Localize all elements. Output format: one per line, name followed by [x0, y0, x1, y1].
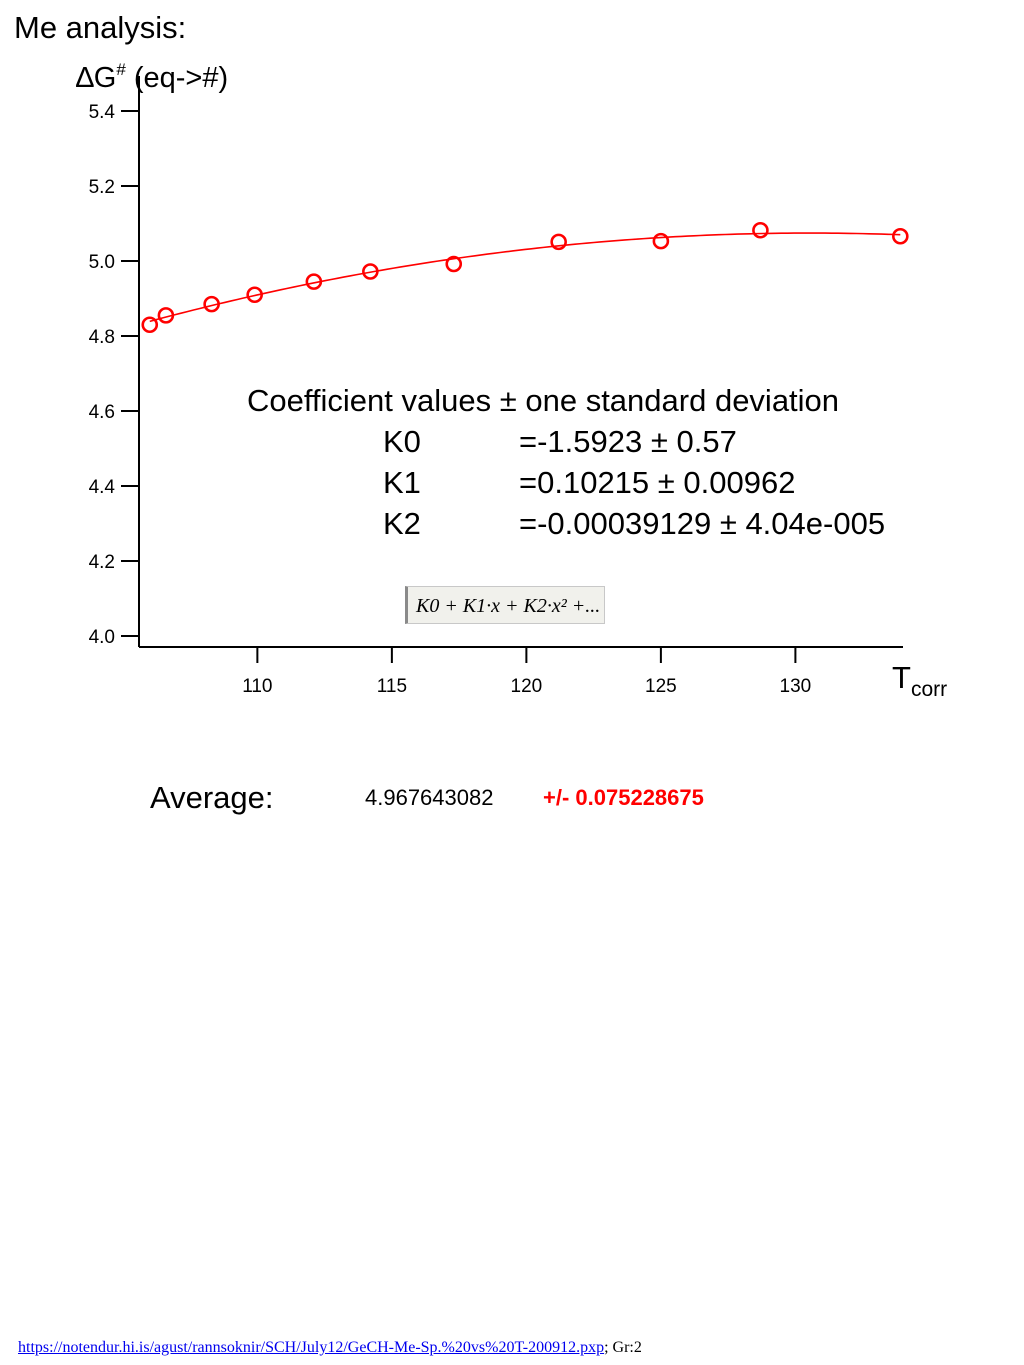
y-tick-label: 4.2 [89, 552, 115, 573]
y-tick-label: 4.8 [89, 327, 115, 348]
x-tick-label: 130 [780, 676, 812, 697]
x-axis-label: Tcorr [892, 660, 947, 708]
footer: https://notendur.hi.is/agust/rannsoknir/… [18, 1338, 642, 1358]
y-tick-label: 5.2 [89, 177, 115, 198]
x-tick-label: 115 [377, 676, 407, 697]
y-ticks: 4.0 4.2 4.4 4.6 4.8 5.0 5.2 5.4 [89, 102, 139, 648]
coef-k2-value: =-0.00039129 ± 4.04e-005 [519, 506, 886, 541]
y-axis-label-main: ∆G [76, 62, 117, 94]
y-axis-label: ∆G# (eq->#) [76, 52, 228, 96]
page-title: Me analysis: [14, 10, 187, 45]
average-error: +/- 0.075228675 [543, 785, 704, 810]
coef-k0-name: K0 [383, 424, 421, 459]
data-point [445, 255, 463, 273]
data-point [246, 286, 263, 304]
fit-curve [149, 232, 901, 323]
x-axis-label-main: T [892, 660, 911, 695]
footer-suffix: ; Gr:2 [604, 1339, 642, 1356]
coef-k2-name: K2 [383, 506, 421, 541]
average-label: Average: [150, 780, 274, 815]
y-axis-label-rest: (eq->#) [125, 62, 229, 94]
y-tick-label: 4.0 [89, 627, 115, 648]
y-tick-label: 4.6 [89, 402, 115, 423]
data-point [362, 263, 379, 280]
x-tick-label: 125 [645, 676, 677, 697]
coef-k1-name: K1 [383, 465, 421, 500]
y-axis-label-sup: # [116, 60, 126, 79]
data-point [305, 273, 323, 290]
x-axis-label-sub: corr [910, 678, 948, 701]
y-tick-label: 4.4 [89, 477, 116, 498]
x-tick-label: 120 [511, 676, 543, 697]
coefficient-header: Coefficient values ± one standard deviat… [247, 383, 840, 418]
chart: 4.0 4.2 4.4 4.6 4.8 5.0 5.2 5.4 110 115 120 125 130 [89, 76, 909, 697]
data-point [203, 295, 220, 313]
y-tick-label: 5.4 [89, 102, 116, 123]
x-tick-label: 110 [242, 676, 272, 697]
chart-axes [138, 76, 903, 648]
x-ticks: 110 115 120 125 130 [242, 647, 811, 697]
coef-k0-value: =-1.5923 ± 0.57 [519, 424, 737, 459]
data-point [892, 227, 909, 245]
data-point [652, 232, 670, 250]
data-points [141, 221, 909, 334]
y-tick-label: 5.0 [89, 252, 115, 273]
data-point [157, 307, 175, 324]
data-point [141, 316, 159, 334]
coef-k1-value: =0.10215 ± 0.00962 [519, 465, 796, 500]
data-point [752, 221, 769, 239]
fit-formula: K0 + K1·x + K2·x² +... [405, 586, 605, 624]
source-link[interactable]: https://notendur.hi.is/agust/rannsoknir/… [18, 1339, 605, 1356]
data-point [550, 233, 567, 251]
average-value: 4.967643082 [365, 785, 494, 810]
